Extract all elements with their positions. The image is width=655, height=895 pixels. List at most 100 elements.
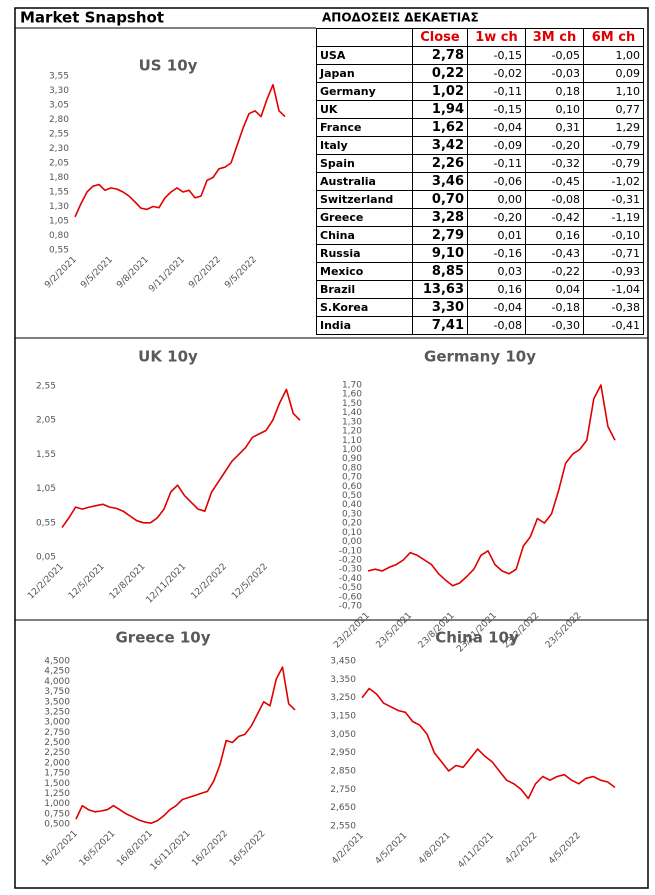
table-row: China 2,79 0,01 0,16 -0,10 [316, 226, 644, 245]
line-series [75, 666, 296, 824]
x-tick-label: 12/8/2021 [108, 562, 148, 602]
table-cell: 1,94 [412, 100, 468, 119]
y-tick-label: 0,80 [342, 463, 362, 473]
table-cell: -0,05 [525, 46, 584, 65]
chart: US 10y 0,55 0,80 1,05 1,30 1,55 1,80 2,05 2,30 2,… [43, 57, 286, 295]
line-series [361, 687, 616, 800]
y-tick-label: 1,20 [342, 427, 362, 437]
table-cell: Italy [316, 136, 413, 155]
table-cell: -0,22 [525, 262, 584, 281]
table-cell: -0,79 [583, 136, 644, 155]
table-header: Close 1w ch 3M ch 6M ch [316, 28, 644, 47]
table-cell: 3,42 [412, 136, 468, 155]
table-cell: 3,46 [412, 172, 468, 191]
y-tick-label: 2,55 [36, 382, 56, 392]
y-tick-label: -0,30 [339, 565, 363, 575]
y-tick-label: 3,750 [44, 687, 70, 697]
y-tick-label: 2,05 [49, 159, 69, 169]
table-cell: Russia [316, 244, 413, 263]
table-cell: -0,02 [467, 64, 526, 83]
table-cell: -0,04 [467, 118, 526, 137]
table-cell: -0,15 [467, 46, 526, 65]
x-tick-label: 16/11/2021 [149, 829, 193, 873]
y-tick-label: 4,000 [44, 677, 70, 687]
y-tick-label: 1,60 [342, 390, 362, 400]
table-cell: France [316, 118, 413, 137]
table-cell: -0,08 [467, 316, 526, 335]
y-tick-label: 1,10 [342, 436, 362, 446]
table-row: India 7,41 -0,08 -0,30 -0,41 [316, 316, 644, 335]
chart: Greece 10y 0,5000,7501,0001,2501,5001,750… [40, 629, 296, 873]
table-cell: Germany [316, 82, 413, 101]
table-cell: -0,18 [525, 298, 584, 317]
y-tick-label: 4,250 [44, 667, 70, 677]
table-cell: -0,16 [467, 244, 526, 263]
table-row: UK 1,94 -0,15 0,10 0,77 [316, 100, 644, 119]
table-cell: 0,18 [525, 82, 584, 101]
y-tick-label: -0,10 [339, 546, 363, 556]
x-tick-label: 9/5/2021 [79, 255, 115, 291]
y-tick-label: 2,55 [49, 130, 69, 140]
table-cell: 2,79 [412, 226, 468, 245]
table-cell: 3,30 [412, 298, 468, 317]
y-tick-label: 2,950 [330, 748, 356, 758]
table-row: France 1,62 -0,04 0,31 1,29 [316, 118, 644, 137]
line-series [61, 388, 301, 529]
outer-frame [14, 7, 649, 889]
table-cell: -0,93 [583, 262, 644, 281]
y-tick-label: 2,000 [44, 758, 70, 768]
y-tick-label: 3,150 [330, 712, 356, 722]
header-cell: Close [412, 28, 468, 47]
x-tick-label: 9/5/2022 [223, 255, 259, 291]
y-tick-label: 0,00 [342, 537, 362, 547]
y-tick-label: 2,850 [330, 767, 356, 777]
y-tick-label: 0,30 [342, 509, 362, 519]
table-row: USA 2,78 -0,15 -0,05 1,00 [316, 46, 644, 65]
y-tick-label: 0,90 [342, 454, 362, 464]
table-cell: -0,45 [525, 172, 584, 191]
table-cell: -0,15 [467, 100, 526, 119]
table-cell: 13,63 [412, 280, 468, 299]
table-cell: -0,04 [467, 298, 526, 317]
table-row: S.Korea 3,30 -0,04 -0,18 -0,38 [316, 298, 644, 317]
y-tick-label: 3,55 [49, 72, 69, 82]
table-cell: Greece [316, 208, 413, 227]
table-cell: 2,26 [412, 154, 468, 173]
y-tick-label: 1,40 [342, 408, 362, 418]
y-tick-label: 0,60 [342, 482, 362, 492]
header-cell: 6M ch [583, 28, 644, 47]
table-cell: -1,19 [583, 208, 644, 227]
y-tick-label: -0,40 [339, 574, 363, 584]
y-tick-label: 0,70 [342, 473, 362, 483]
y-tick-label: 2,30 [49, 144, 69, 154]
y-tick-label: 2,05 [36, 416, 56, 426]
y-tick-label: 2,650 [330, 803, 356, 813]
table-row: Brazil 13,63 0,16 0,04 -1,04 [316, 280, 644, 299]
table-cell: Switzerland [316, 190, 413, 209]
table-cell: -0,20 [525, 136, 584, 155]
x-tick-label: 4/2/2021 [330, 831, 366, 867]
x-tick-label: 9/2/2022 [187, 255, 223, 291]
table-cell: 0,03 [467, 262, 526, 281]
table-row: Russia 9,10 -0,16 -0,43 -0,71 [316, 244, 644, 263]
y-tick-label: 1,750 [44, 769, 70, 779]
header-cell [316, 28, 413, 47]
chart-title: UK 10y [138, 348, 198, 366]
table-cell: -0,09 [467, 136, 526, 155]
y-tick-label: -0,70 [339, 602, 363, 612]
yield-table: Close 1w ch 3M ch 6M ch USA 2,78 -0,15 -0,05 1,… [316, 28, 644, 335]
x-tick-label: 23/5/2022 [544, 611, 584, 651]
y-tick-label: 3,250 [330, 693, 356, 703]
y-tick-label: 2,750 [44, 728, 70, 738]
table-cell: 0,09 [583, 64, 644, 83]
y-tick-label: 1,30 [342, 417, 362, 427]
y-tick-label: 0,80 [49, 231, 69, 241]
y-tick-label: 3,500 [44, 697, 70, 707]
table-cell: -0,03 [525, 64, 584, 83]
y-tick-label: 1,55 [49, 188, 69, 198]
x-tick-label: 4/11/2021 [456, 831, 496, 871]
x-tick-label: 4/5/2021 [374, 831, 410, 867]
y-tick-label: 1,00 [342, 445, 362, 455]
x-tick-label: 9/8/2021 [115, 255, 151, 291]
